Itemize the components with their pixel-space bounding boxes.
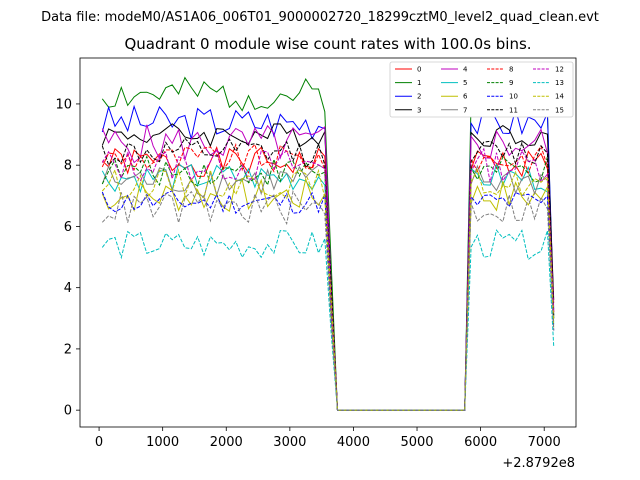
y-axis: 0 2 4 6 8 10 xyxy=(55,97,80,419)
legend-box xyxy=(389,61,574,118)
series-line-15 xyxy=(101,190,555,411)
legend-label: 6 xyxy=(463,93,468,101)
y-tick-label: 6 xyxy=(64,220,72,235)
series-line-9 xyxy=(101,155,555,411)
series-line-14 xyxy=(101,168,555,411)
y-tick-label: 2 xyxy=(64,342,72,357)
series-line-13 xyxy=(101,229,555,411)
legend-label: 15 xyxy=(555,106,564,114)
series-line-12 xyxy=(101,147,555,411)
legend-label: 0 xyxy=(417,66,421,74)
legend-label: 9 xyxy=(509,79,513,87)
x-tick-label: 7000 xyxy=(528,435,561,450)
legend-label: 10 xyxy=(509,93,518,101)
legend-label: 12 xyxy=(555,66,564,74)
x-offset-label: +2.8792e8 xyxy=(502,456,575,471)
y-tick-label: 10 xyxy=(55,97,72,112)
series-line-10 xyxy=(101,190,555,411)
legend-label: 5 xyxy=(463,79,467,87)
x-tick-label: 0 xyxy=(95,435,103,450)
x-axis: 0 1000 2000 3000 4000 5000 6000 7000 xyxy=(95,427,561,450)
x-tick-label: 5000 xyxy=(400,435,433,450)
legend-label: 14 xyxy=(555,93,564,101)
plot-frame xyxy=(79,57,577,428)
y-tick-label: 4 xyxy=(64,281,72,296)
legend-label: 7 xyxy=(463,106,467,114)
legend-label: 1 xyxy=(417,79,421,87)
legend-label: 4 xyxy=(463,66,468,74)
series-line-11 xyxy=(101,137,555,411)
chart-title: Quadrant 0 module wise count rates with … xyxy=(124,35,531,53)
x-tick-label: 1000 xyxy=(146,435,179,450)
x-tick-label: 6000 xyxy=(464,435,497,450)
x-tick-label: 2000 xyxy=(210,435,243,450)
series-line-4 xyxy=(101,124,555,411)
legend-label: 8 xyxy=(509,66,513,74)
legend-label: 2 xyxy=(417,93,421,101)
x-tick-label: 4000 xyxy=(337,435,370,450)
legend-label: 13 xyxy=(555,79,564,87)
y-tick-label: 8 xyxy=(64,159,72,174)
x-tick-label: 3000 xyxy=(273,435,306,450)
legend-label: 11 xyxy=(509,106,518,114)
series-layer xyxy=(101,76,555,411)
figure-supertitle: Data file: modeM0/AS1A06_006T01_90000027… xyxy=(41,10,599,25)
y-tick-label: 0 xyxy=(64,404,72,419)
legend-label: 3 xyxy=(417,106,421,114)
